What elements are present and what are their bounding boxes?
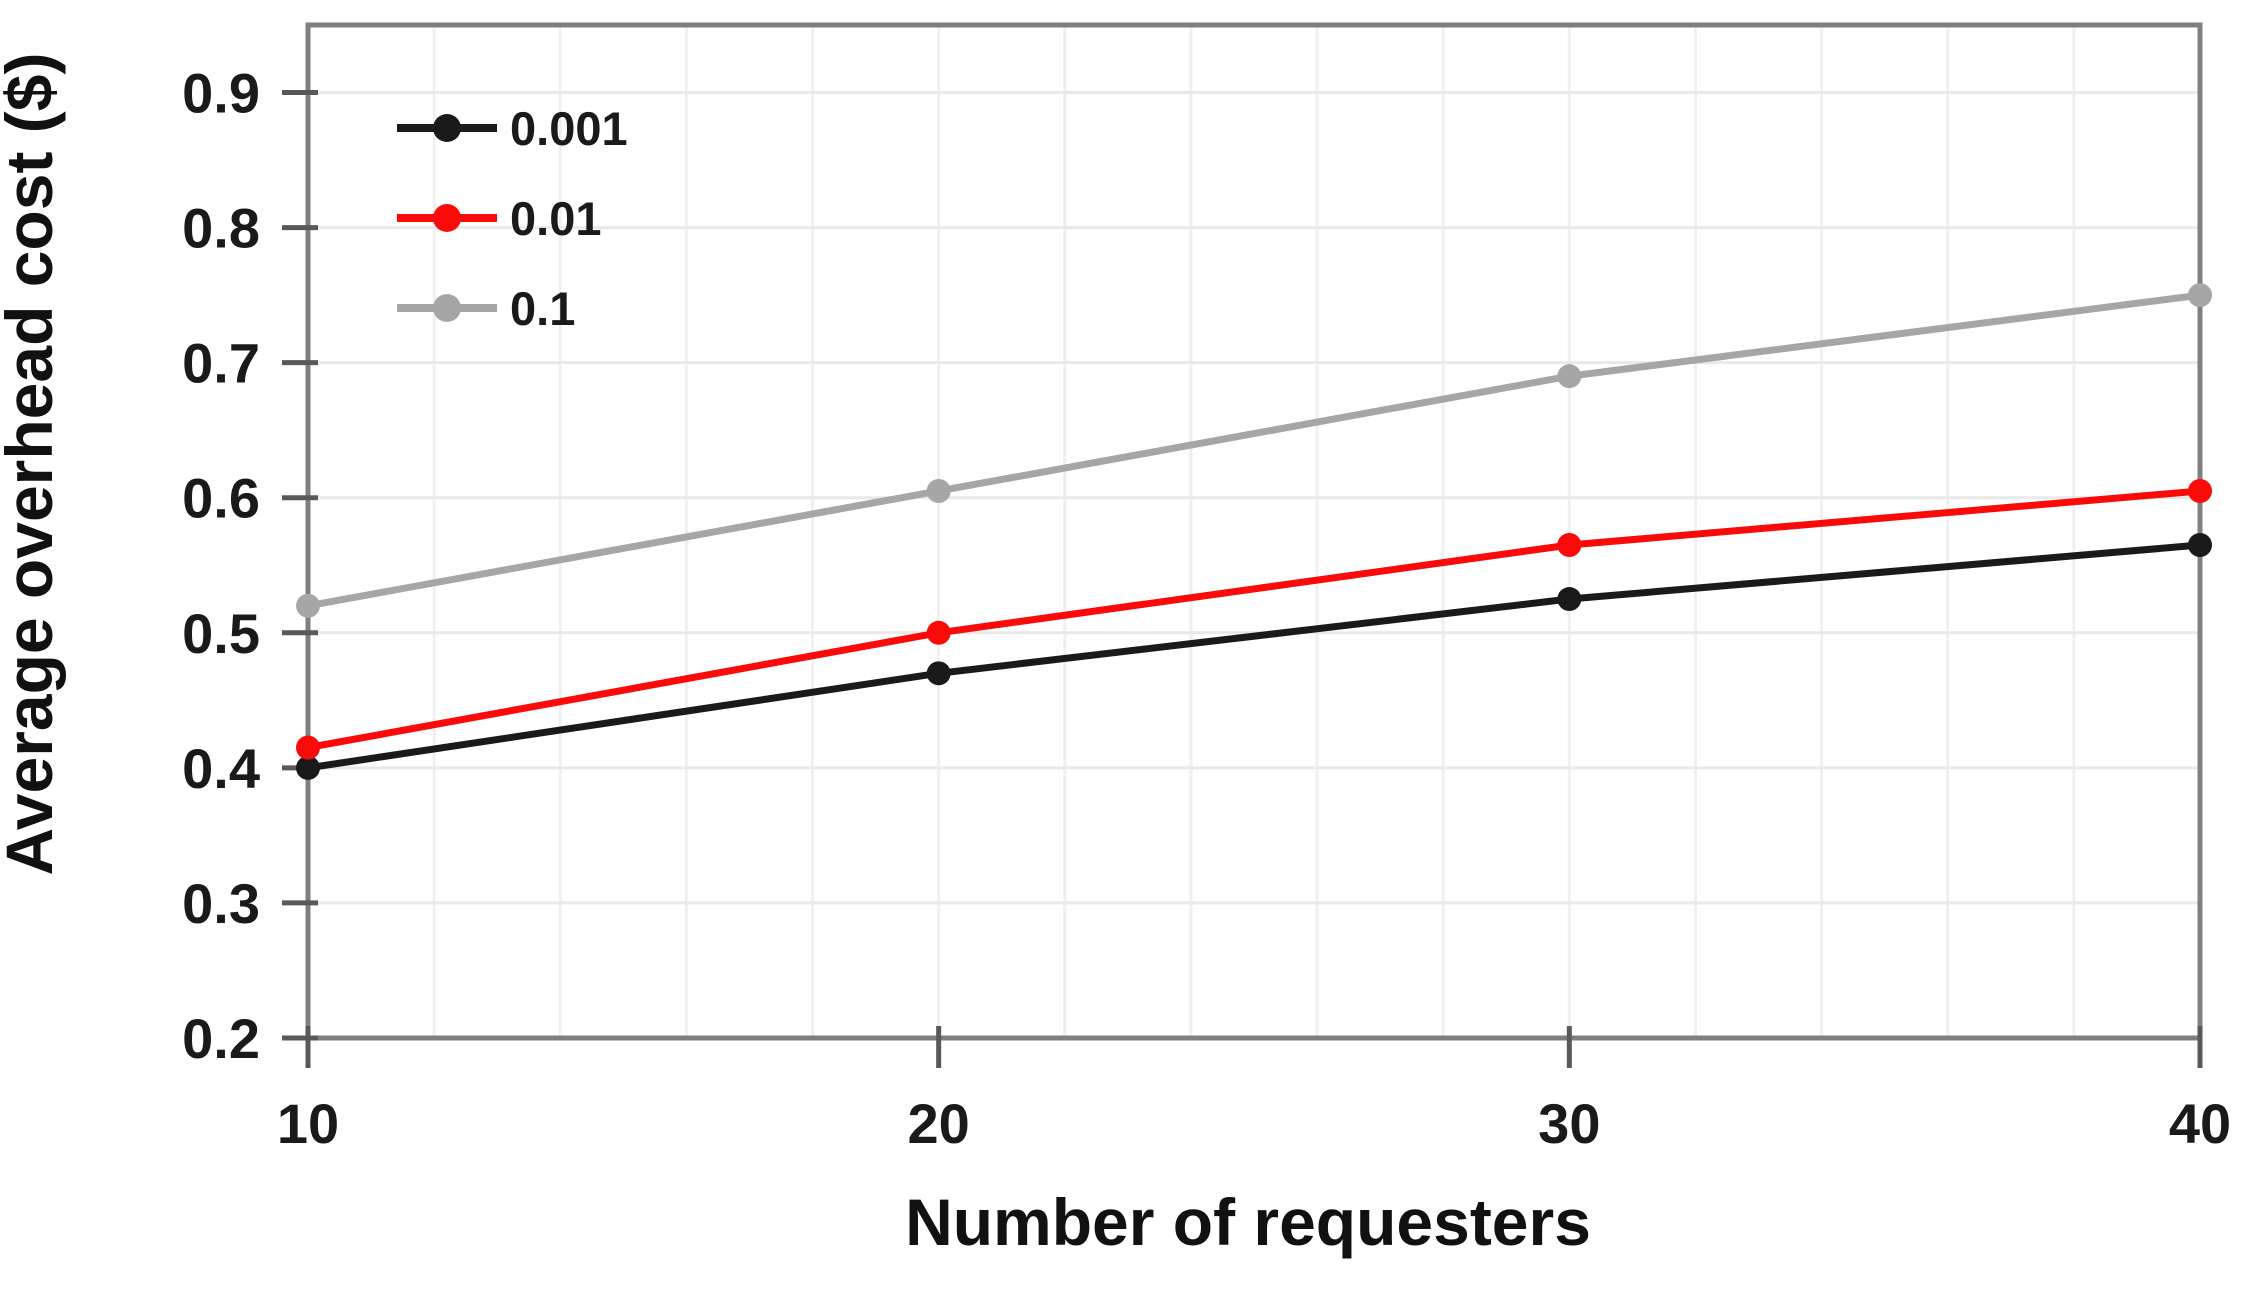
axis-layer: 0.2 0.3 0.4 0.5 0.6 0.7 0.8 0.9 10 20 30 40 (182, 22, 2231, 1155)
y-tick-label: 0.9 (182, 62, 260, 125)
y-tick-label: 0.6 (182, 467, 260, 530)
y-tick-label: 0.2 (182, 1007, 260, 1070)
data-point-0.1 (296, 593, 320, 618)
grid-layer (308, 25, 2200, 1038)
legend-label: 0.001 (510, 102, 628, 155)
legend-label: 0.01 (510, 192, 601, 245)
series-line-0.01 (304, 487, 2204, 752)
y-tick-label: 0.3 (182, 872, 260, 935)
data-point-0.01 (2188, 478, 2212, 503)
legend-marker-dot (433, 294, 461, 322)
data-point-0.001 (296, 755, 320, 780)
legend-marker-dot (433, 114, 461, 142)
y-axis-title: Average overhead cost ($) (0, 53, 66, 876)
x-axis-title: Number of requesters (905, 1185, 1591, 1259)
legend-item-0.001: 0.001 (397, 102, 628, 155)
x-tick-label: 40 (2169, 1092, 2231, 1155)
data-point-0.1 (2188, 283, 2212, 308)
legend-label: 0.1 (510, 282, 575, 335)
data-point-0.001 (1557, 587, 1582, 612)
data-point-0.01 (926, 620, 951, 645)
series-line-0.1 (304, 291, 2204, 610)
data-point-0.01 (296, 735, 320, 760)
x-tick-label: 20 (908, 1092, 970, 1155)
y-tick-label: 0.7 (182, 332, 260, 395)
data-point-0.001 (2188, 533, 2212, 558)
y-tick-label: 0.8 (182, 197, 260, 260)
legend-item-0.01: 0.01 (397, 192, 601, 245)
data-point-0.01 (1557, 533, 1582, 558)
series-layer (296, 283, 2212, 780)
series-line-0.001 (304, 541, 2204, 772)
x-tick-label: 30 (1538, 1092, 1600, 1155)
data-point-0.1 (926, 478, 951, 503)
data-point-0.001 (926, 661, 951, 686)
legend: 0.001 0.01 0.1 (397, 102, 628, 335)
x-tick-label: 10 (277, 1092, 339, 1155)
legend-marker-dot (433, 204, 461, 232)
y-tick-label: 0.5 (182, 602, 260, 665)
y-tick-label: 0.4 (182, 737, 260, 800)
data-point-0.1 (1557, 364, 1582, 389)
plot-border (305, 22, 2203, 1041)
legend-item-0.1: 0.1 (397, 282, 575, 335)
